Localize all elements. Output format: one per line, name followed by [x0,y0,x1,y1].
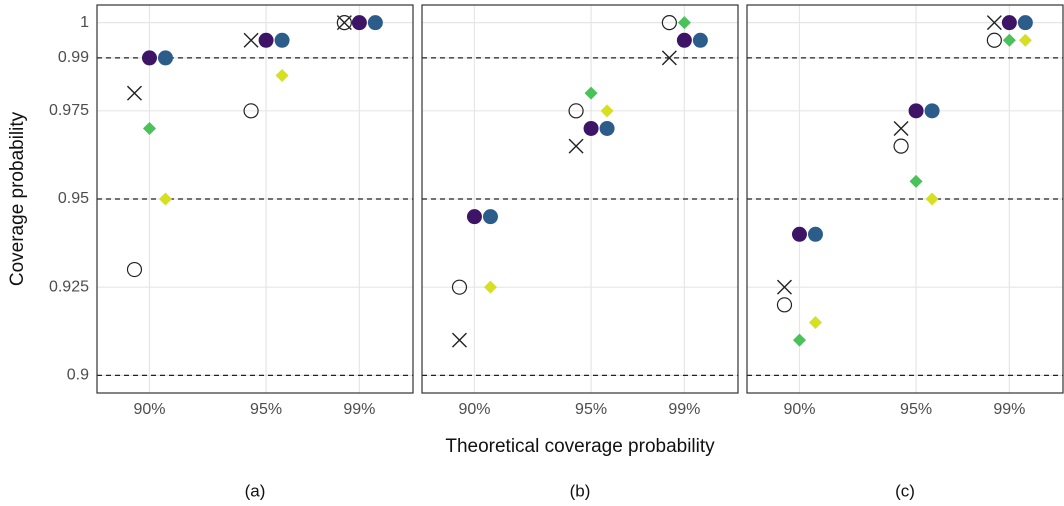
y-axis-label: Coverage probability [7,111,28,286]
x-tick-label: 90% [458,401,490,418]
panel-border [746,4,1064,394]
x-axis-label: Theoretical coverage probability [445,436,715,457]
point [791,226,807,242]
point [157,50,173,66]
x-tick-label: 99% [343,401,375,418]
point [893,138,909,154]
point [451,332,467,348]
point [1002,33,1016,47]
y-tick-label: 0.9 [67,367,89,384]
x-tick-label: 90% [783,401,815,418]
point [807,226,823,242]
point [158,192,172,206]
point [1001,15,1017,31]
point [466,209,482,225]
point [599,120,615,136]
point [336,15,352,31]
point [583,120,599,136]
point [776,297,793,313]
point [482,209,498,225]
point [258,32,274,48]
x-tick-label: 90% [133,401,165,418]
x-tick-label: 99% [993,401,1025,418]
point [661,50,677,66]
point [568,103,584,119]
point [677,16,691,30]
point [986,15,1002,31]
point [351,15,367,31]
panel-caption: (a) [245,481,266,500]
point [126,261,143,278]
point [483,280,497,294]
x-tick-label: 95% [575,401,607,418]
point [661,15,677,31]
point [275,69,289,83]
panel-caption: (c) [895,481,915,500]
point [142,121,156,135]
point [776,279,792,295]
x-tick-label: 99% [668,401,700,418]
point [336,15,352,31]
point [908,103,924,119]
point [126,85,142,101]
panel-caption: (b) [570,481,591,500]
point [986,32,1002,48]
point [676,32,692,48]
point [243,32,259,48]
point [451,279,468,295]
y-tick-label: 0.925 [49,278,89,295]
point [909,174,923,188]
point [925,192,939,206]
y-tick-label: 0.975 [49,102,89,119]
point [243,103,259,119]
point [274,32,290,48]
point [568,138,584,154]
x-tick-label: 95% [250,401,282,418]
point [792,333,806,347]
panel-border [421,4,739,394]
point [924,103,940,119]
y-tick-label: 0.99 [58,49,89,66]
y-tick-label: 0.95 [58,190,89,207]
point [584,86,598,100]
point [600,104,614,118]
x-tick-label: 95% [900,401,932,418]
point [808,315,822,329]
point [367,15,383,31]
point [692,32,708,48]
panel-border [96,4,414,394]
y-tick-label: 1 [80,14,89,31]
point [1018,33,1032,47]
point [1017,15,1033,31]
point [893,120,909,136]
point [141,50,157,66]
